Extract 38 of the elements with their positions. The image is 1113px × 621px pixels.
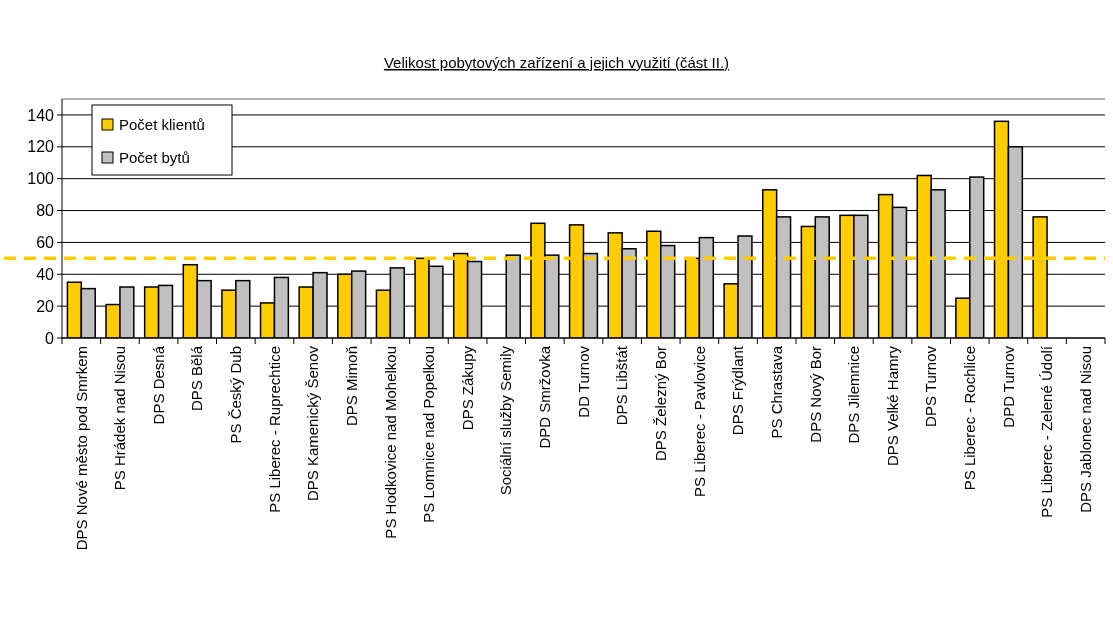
y-tick-label: 20 [36,297,55,315]
x-tick-label: PS Hrádek nad Nisou [111,346,129,491]
y-tick-label: 40 [36,265,55,283]
x-tick-label: PS Liberec - Pavlovice [690,346,708,497]
y-tick-label: 120 [27,138,55,156]
x-tick-label: PS Český Dub [227,346,245,444]
x-tick-label: DPD Smržovka [536,345,554,449]
legend-label: Počet klientů [119,116,205,134]
x-tick-label: DPS Nový Bor [806,346,824,443]
x-tick-label: DPS Turnov [922,345,940,427]
y-tick-label: 140 [27,106,55,124]
y-tick-label: 80 [36,202,55,220]
x-tick-label: PS Liberec - Zelené Údolí [1038,345,1056,518]
x-tick-label: PS Hodkovice nad Mohelkou [381,346,399,539]
x-tick-label: PS Liberec - Rochlice [961,346,979,491]
x-tick-label: DPS Železný Bor [652,346,670,462]
x-tick-label: PS Lomnice nad Popelkou [420,346,438,523]
y-tick-label: 60 [36,234,55,251]
x-tick-label: DPS Zákupy [458,345,476,431]
x-tick-label: DPS Desná [149,345,167,425]
chart-title: Velikost pobytových zařízení a jejich využití (část II.) [383,54,730,71]
x-tick-label: PS Liberec - Ruprechtice [265,346,283,513]
x-tick-label: PS Chrastava [767,345,785,439]
x-tick-label: DPS Mimoň [342,346,360,427]
x-tick-label: DPS Velké Hamry [883,345,901,467]
y-tick-label: 0 [45,329,55,347]
x-tick-label: DPS Jablonec nad Nisou [1076,346,1094,513]
legend-label: Počet bytů [119,149,190,167]
x-tick-label: DPS Kamenický Šenov [304,345,322,502]
x-tick-label: DPS Frýdlant [729,345,747,436]
x-tick-label: DD Turnov [574,345,592,418]
x-tick-label: DPS Jilemnice [845,346,863,444]
y-tick-label: 100 [27,170,55,188]
x-tick-label: DPD Turnov [999,345,1017,428]
x-tick-label: DPS Bělá [188,345,206,412]
x-tick-label: Sociální služby Semily [497,345,515,496]
x-tick-label: DPS Libštát [613,345,631,426]
x-tick-label: DPS Nové město pod Smrkem [72,346,90,551]
